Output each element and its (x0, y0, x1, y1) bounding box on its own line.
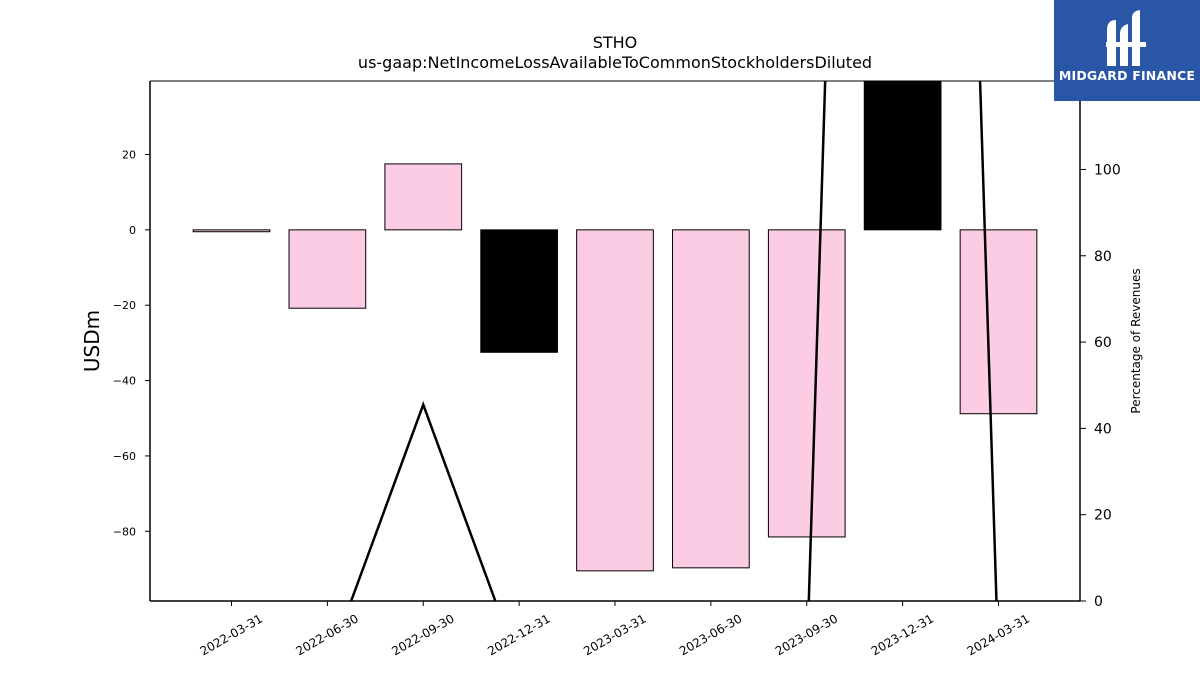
y-tick-label: −80 (113, 525, 136, 538)
x-tick-label: 2023-09-30 (773, 611, 840, 658)
y2-tick-label: 100 (1094, 162, 1121, 178)
bar (480, 229, 558, 353)
brand-logo: MIDGARD FINANCE (1054, 0, 1200, 101)
y2-tick-label: 80 (1094, 249, 1112, 265)
y2-tick-label: 60 (1094, 335, 1112, 351)
bar (192, 229, 271, 233)
bar (767, 229, 846, 538)
bar (576, 229, 654, 572)
x-tick-label: 2023-12-31 (869, 611, 936, 658)
bar (384, 163, 463, 231)
bar (863, 81, 942, 231)
y-axis-label: USDm (80, 310, 104, 372)
y2-tick-label: 40 (1094, 421, 1112, 437)
y-tick-label: −40 (113, 375, 136, 388)
midgard-logo-icon (1106, 10, 1146, 66)
y2-axis-label: Percentage of Revenues (1129, 268, 1143, 413)
y-tick-label: 20 (122, 148, 136, 161)
x-tick-label: 2022-12-31 (485, 611, 552, 658)
bar (288, 229, 367, 309)
logo-text: MIDGARD FINANCE (1058, 68, 1196, 83)
chart-subtitle: us-gaap:NetIncomeLossAvailableToCommonSt… (358, 53, 872, 72)
bar (959, 229, 1038, 415)
bar (672, 229, 750, 569)
x-tick-label: 2023-03-31 (581, 611, 648, 658)
line-group (349, 81, 998, 601)
x-tick-label: 2023-06-30 (677, 611, 744, 658)
y-tick-label: 0 (129, 224, 136, 237)
y-tick-label: −20 (113, 299, 136, 312)
chart-title: STHO (593, 33, 638, 52)
x-tick-label: 2022-06-30 (293, 611, 360, 658)
bar-group (192, 81, 1038, 572)
x-tick-label: 2022-09-30 (389, 611, 456, 658)
x-tick-label: 2024-03-31 (965, 611, 1032, 658)
y2-tick-label: 20 (1094, 508, 1112, 524)
y-tick-label: −60 (113, 450, 136, 463)
x-tick-label: 2022-03-31 (198, 611, 265, 658)
y2-tick-label: 0 (1094, 594, 1103, 610)
line-series (349, 81, 998, 601)
